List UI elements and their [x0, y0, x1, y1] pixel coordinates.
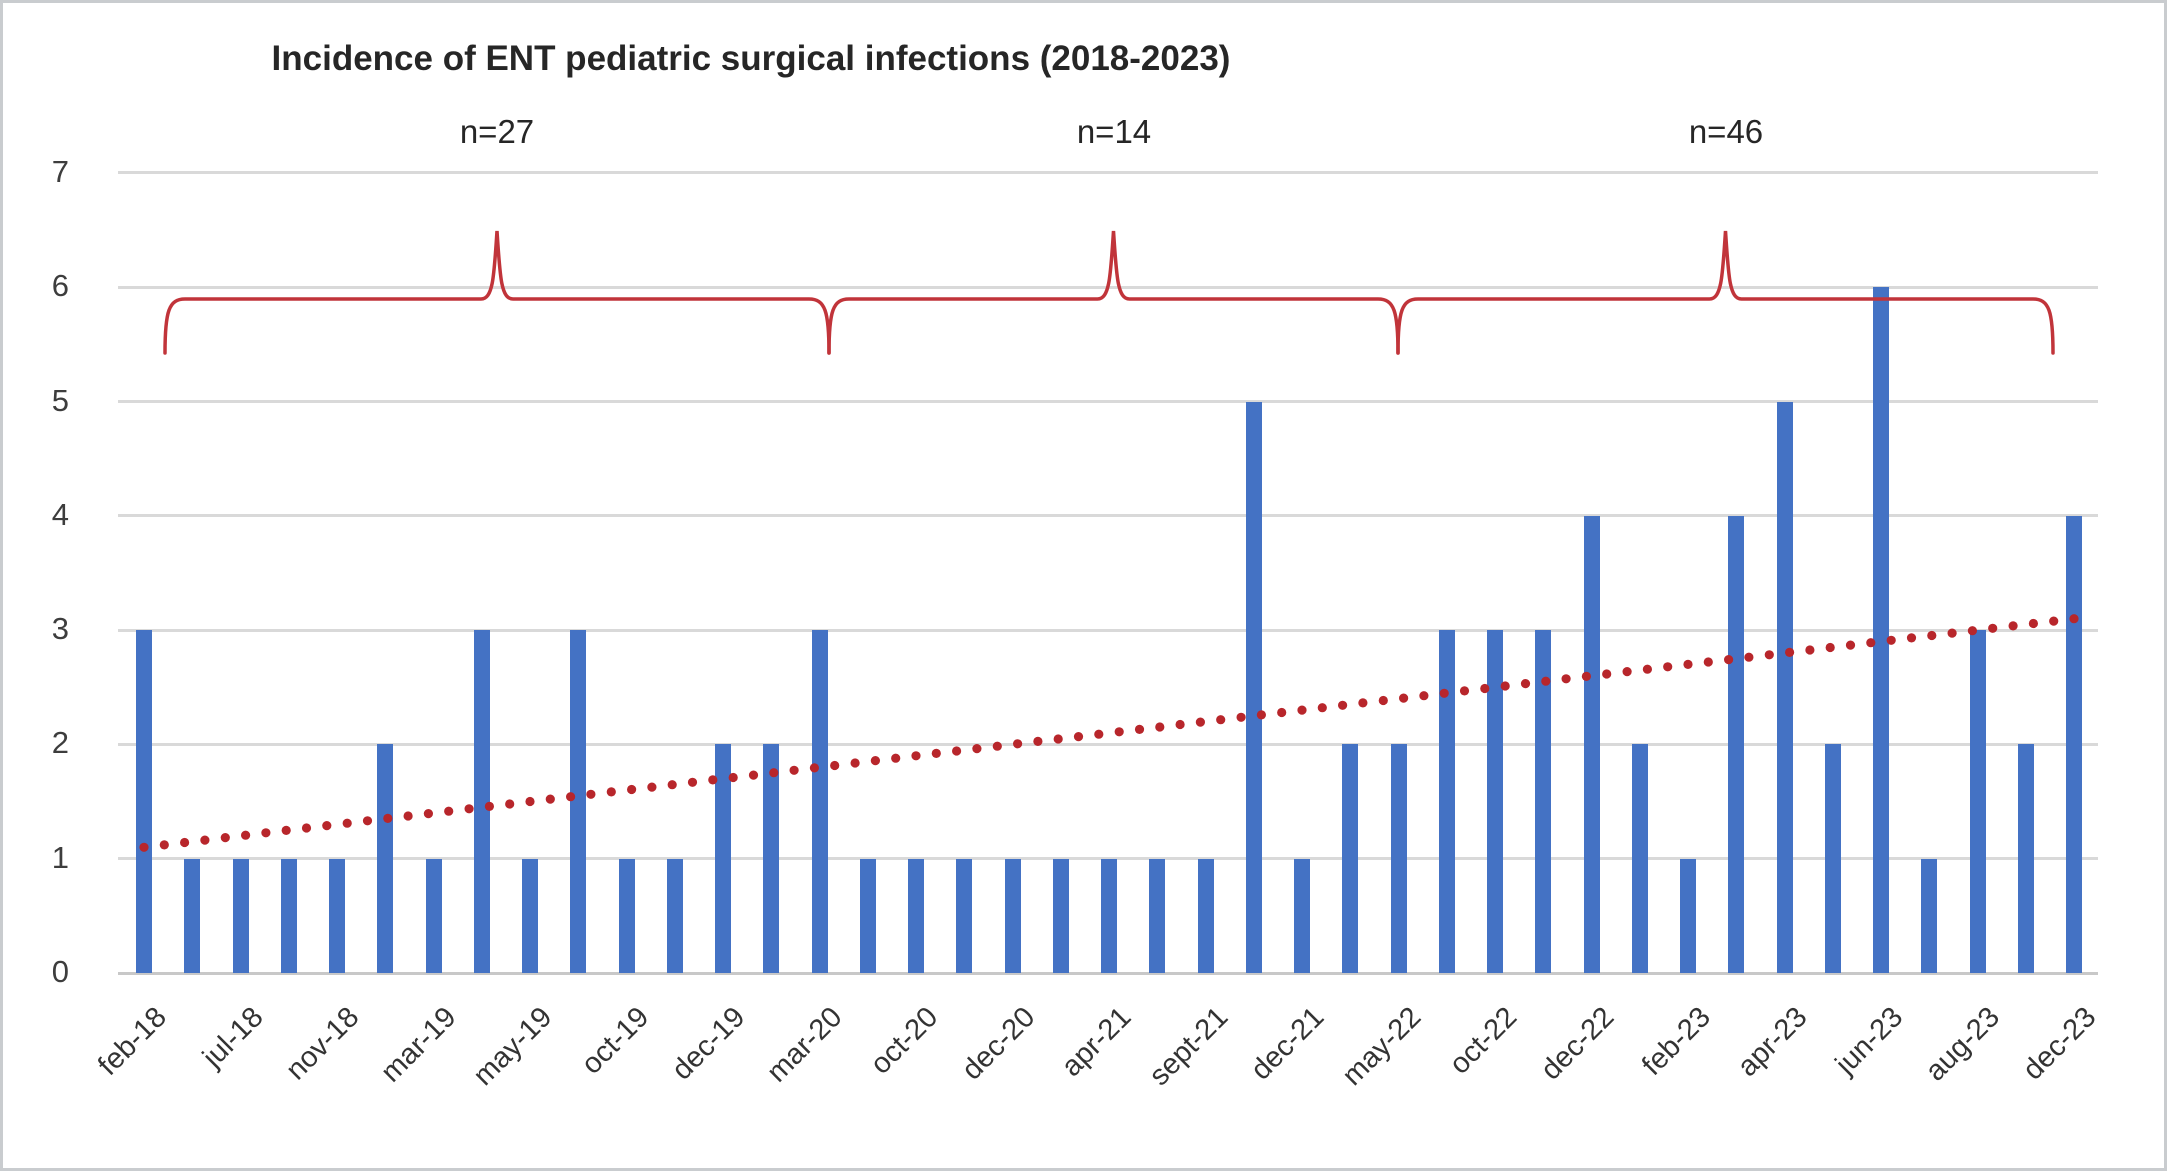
x-axis-tick-label: aug-23 [1919, 1001, 2007, 1088]
gridline [118, 971, 2098, 975]
x-axis-tick-label: nov-18 [280, 1001, 366, 1087]
group-count-label: n=46 [1688, 113, 1764, 150]
bar [377, 744, 394, 973]
bar [1004, 858, 1021, 973]
gridline [118, 400, 2098, 403]
y-axis-tick-label: 7 [51, 153, 69, 189]
bar [715, 744, 731, 973]
group-brace-annotation [1396, 230, 2055, 355]
x-axis-tick-label: apr-23 [1731, 1001, 1814, 1083]
x-axis-tick-label: sept-21 [1143, 1001, 1235, 1093]
y-axis-tick-label: 2 [51, 725, 69, 761]
bar [859, 858, 876, 973]
group-brace-annotation [827, 230, 1400, 355]
y-axis-tick-label: 0 [51, 954, 69, 989]
gridline [118, 171, 2098, 175]
group-count-label: n=14 [1076, 113, 1152, 150]
bar [1438, 630, 1455, 973]
chart-title: Incidence of ENT pediatric surgical infe… [271, 39, 1231, 78]
bar [1197, 858, 1214, 973]
x-axis-tick-label: jul-18 [196, 1001, 270, 1074]
y-axis-tick-label: 5 [51, 382, 69, 418]
bar [1631, 744, 1648, 973]
bar [425, 858, 442, 973]
bar [2066, 515, 2082, 973]
bar [956, 858, 973, 973]
x-axis-tick-label: dec-20 [955, 1001, 1042, 1087]
bar [1680, 858, 1696, 973]
x-axis-tick-label: feb-23 [1635, 1001, 1717, 1082]
bar [1535, 630, 1552, 973]
x-axis-tick-label: mar-20 [760, 1001, 849, 1089]
group-brace-annotation [163, 230, 831, 355]
group-count-label: n=27 [459, 113, 535, 150]
bar [1052, 858, 1069, 973]
y-axis-tick-label: 1 [51, 839, 69, 875]
bar [1776, 401, 1793, 973]
x-axis-tick-label: oct-19 [575, 1001, 656, 1081]
bar [473, 630, 490, 973]
bar [1101, 858, 1117, 973]
bar [1487, 630, 1503, 973]
x-axis-tick-label: dec-23 [2017, 1001, 2103, 1087]
bar [908, 858, 924, 973]
bar [570, 630, 587, 973]
x-axis-tick-label: may-22 [1336, 1001, 1428, 1093]
bar [811, 630, 828, 973]
bar [666, 858, 683, 973]
x-axis-tick-label: oct-20 [865, 1001, 945, 1081]
bar [1245, 401, 1262, 973]
gridline [118, 742, 2098, 746]
bar [1583, 515, 1600, 973]
x-axis-tick-label: apr-21 [1055, 1001, 1138, 1083]
gridline [118, 285, 2098, 289]
bar [329, 858, 345, 973]
bar [1294, 858, 1310, 973]
bar [1969, 630, 1986, 973]
bar [1149, 858, 1166, 973]
bar [1728, 515, 1745, 973]
bar [2017, 744, 2034, 973]
gridline [118, 514, 2098, 518]
x-axis-tick-label: dec-22 [1534, 1001, 1621, 1087]
bar [618, 858, 635, 973]
bar [280, 858, 297, 973]
bar [1390, 744, 1407, 973]
bar [136, 630, 152, 973]
y-axis-tick-label: 6 [51, 268, 69, 304]
x-axis-tick-label: may-19 [467, 1001, 559, 1093]
bar [1342, 744, 1359, 973]
bar [522, 858, 538, 973]
gridline [118, 628, 2098, 632]
x-axis-tick-label: oct-22 [1444, 1001, 1524, 1081]
x-axis-tick-label: jun-23 [1829, 1001, 1910, 1081]
bar [1824, 744, 1841, 973]
bar [1873, 287, 1889, 973]
bar [184, 858, 201, 973]
x-axis-tick-label: feb-18 [91, 1001, 173, 1082]
bar [763, 744, 780, 973]
bar [1921, 858, 1938, 973]
annotations-overlay [139, 230, 2079, 852]
x-axis-tick-label: dec-19 [666, 1001, 752, 1087]
x-axis-tick-label: dec-21 [1245, 1001, 1331, 1087]
bar [232, 858, 249, 973]
x-axis-tick-label: mar-19 [374, 1001, 463, 1089]
y-axis-tick-label: 3 [51, 611, 69, 647]
y-axis-tick-label: 4 [51, 496, 69, 532]
